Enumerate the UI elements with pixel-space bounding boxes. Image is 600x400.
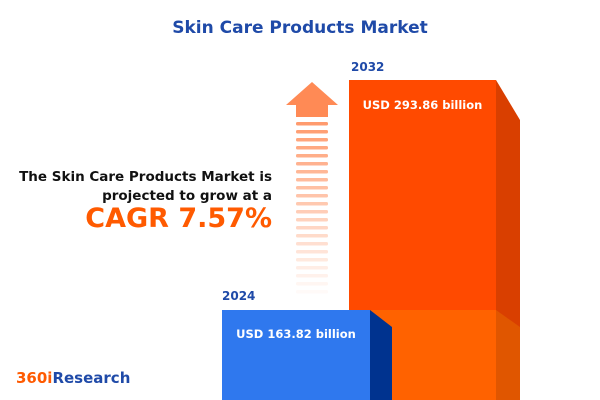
arrow-stripe (296, 226, 328, 230)
arrow-stripe (296, 178, 328, 182)
arrow-stripe (296, 210, 328, 214)
arrow-stripe (296, 266, 328, 270)
arrow-stripe (296, 186, 328, 190)
data-label-2032: USD 293.86 billion (362, 98, 483, 112)
arrow-stripe (296, 202, 328, 206)
arrow-stripe (296, 234, 328, 238)
arrow-stripe (296, 194, 328, 198)
cagr-value: CAGR 7.57% (85, 203, 272, 234)
data-label-2024: USD 163.82 billion (236, 327, 356, 341)
arrow-head (286, 82, 338, 117)
bar-2032-lower-side (496, 310, 520, 400)
arrow-stripe (296, 242, 328, 246)
bar-2024 (222, 310, 370, 400)
arrow-stripe (296, 282, 328, 286)
arrow-stripe (296, 250, 328, 254)
year-label-2032: 2032 (351, 60, 385, 74)
arrow-stripe (296, 138, 328, 142)
arrow-stripe (296, 122, 328, 126)
arrow-stripe (296, 146, 328, 150)
arrow-stripe (296, 162, 328, 166)
arrow-stripe (296, 258, 328, 262)
growth-description: The Skin Care Products Market is project… (19, 169, 272, 204)
arrow-stripe (296, 130, 328, 134)
arrow-stripe (296, 154, 328, 158)
growth-arrow-icon (286, 82, 338, 294)
logo: 360iResearch (16, 369, 131, 387)
year-label-2024: 2024 (222, 289, 256, 303)
arrow-stripe (296, 290, 328, 294)
arrow-stripe (296, 170, 328, 174)
arrow-stripe (296, 218, 328, 222)
bar-2024-side (370, 310, 392, 400)
page-title: Skin Care Products Market (172, 18, 428, 38)
arrow-stripe (296, 274, 328, 278)
